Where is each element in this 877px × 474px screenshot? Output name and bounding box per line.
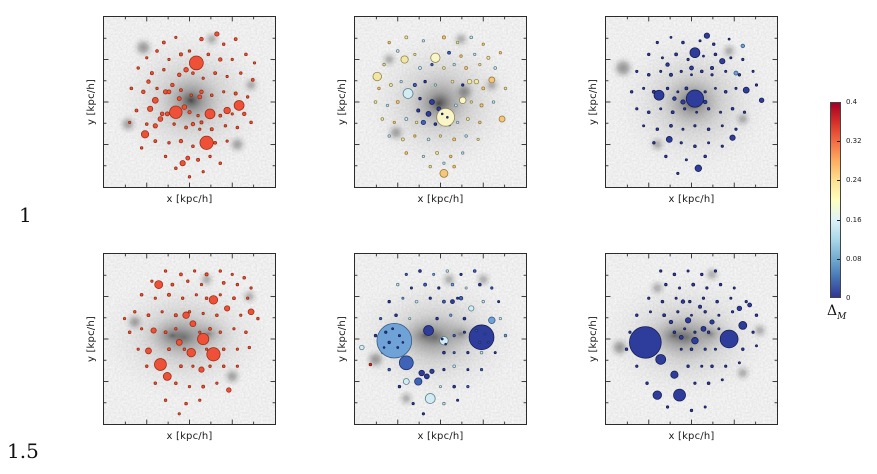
- row-label-1: 1: [19, 203, 32, 227]
- y-axis-label: y [kpc/h]: [587, 315, 599, 363]
- density-map-r1c2: [354, 16, 527, 188]
- row-label-1.5: 1.5: [7, 439, 39, 463]
- x-axis-label: x [kpc/h]: [166, 431, 213, 442]
- x-axis-label: x [kpc/h]: [417, 431, 464, 442]
- density-map-r1c1: [103, 16, 276, 188]
- colorbar-tickmark: [837, 141, 840, 143]
- colorbar-tick: 0.4: [846, 98, 858, 106]
- colorbar-tick: 0.16: [846, 215, 862, 224]
- density-map-r2c1: [103, 253, 276, 425]
- density-map-r2c3: [605, 253, 778, 425]
- y-axis-label: y [kpc/h]: [85, 78, 97, 126]
- colorbar-tickmark: [837, 180, 840, 182]
- subplot-r1c1: y [kpc/h] x [kpc/h]: [81, 16, 281, 231]
- y-axis-label: y [kpc/h]: [336, 78, 348, 126]
- subplot-r2c1: y [kpc/h] x [kpc/h]: [81, 253, 281, 468]
- colorbar-tick: 0: [846, 294, 851, 302]
- colorbar-tickmark: [837, 219, 840, 221]
- subplot-r1c3: y [kpc/h] x [kpc/h]: [583, 16, 783, 231]
- colorbar-tickmark: [837, 258, 840, 260]
- x-axis-label: x [kpc/h]: [417, 194, 464, 205]
- colorbar-tick: 0.32: [846, 137, 862, 146]
- colorbar-tick: 0.08: [846, 254, 862, 263]
- colorbar-label: ΔM: [827, 303, 847, 322]
- subplot-r2c3: y [kpc/h] x [kpc/h]: [583, 253, 783, 468]
- y-axis-label: y [kpc/h]: [85, 315, 97, 363]
- density-map-r2c2: [354, 253, 527, 425]
- colorbar-tick: 0.24: [846, 176, 862, 185]
- y-axis-label: y [kpc/h]: [336, 315, 348, 363]
- density-map-r1c3: [605, 16, 778, 188]
- subplot-r2c2: y [kpc/h] x [kpc/h]: [332, 253, 532, 468]
- colorbar-gradient: [830, 102, 841, 298]
- x-axis-label: x [kpc/h]: [668, 431, 715, 442]
- y-axis-label: y [kpc/h]: [587, 78, 599, 126]
- colorbar: 0.4 0.32 0.24 0.16 0.08 0 ΔM: [827, 98, 876, 322]
- subplot-r1c2: y [kpc/h] x [kpc/h]: [332, 16, 532, 231]
- x-axis-label: x [kpc/h]: [668, 194, 715, 205]
- x-axis-label: x [kpc/h]: [166, 194, 213, 205]
